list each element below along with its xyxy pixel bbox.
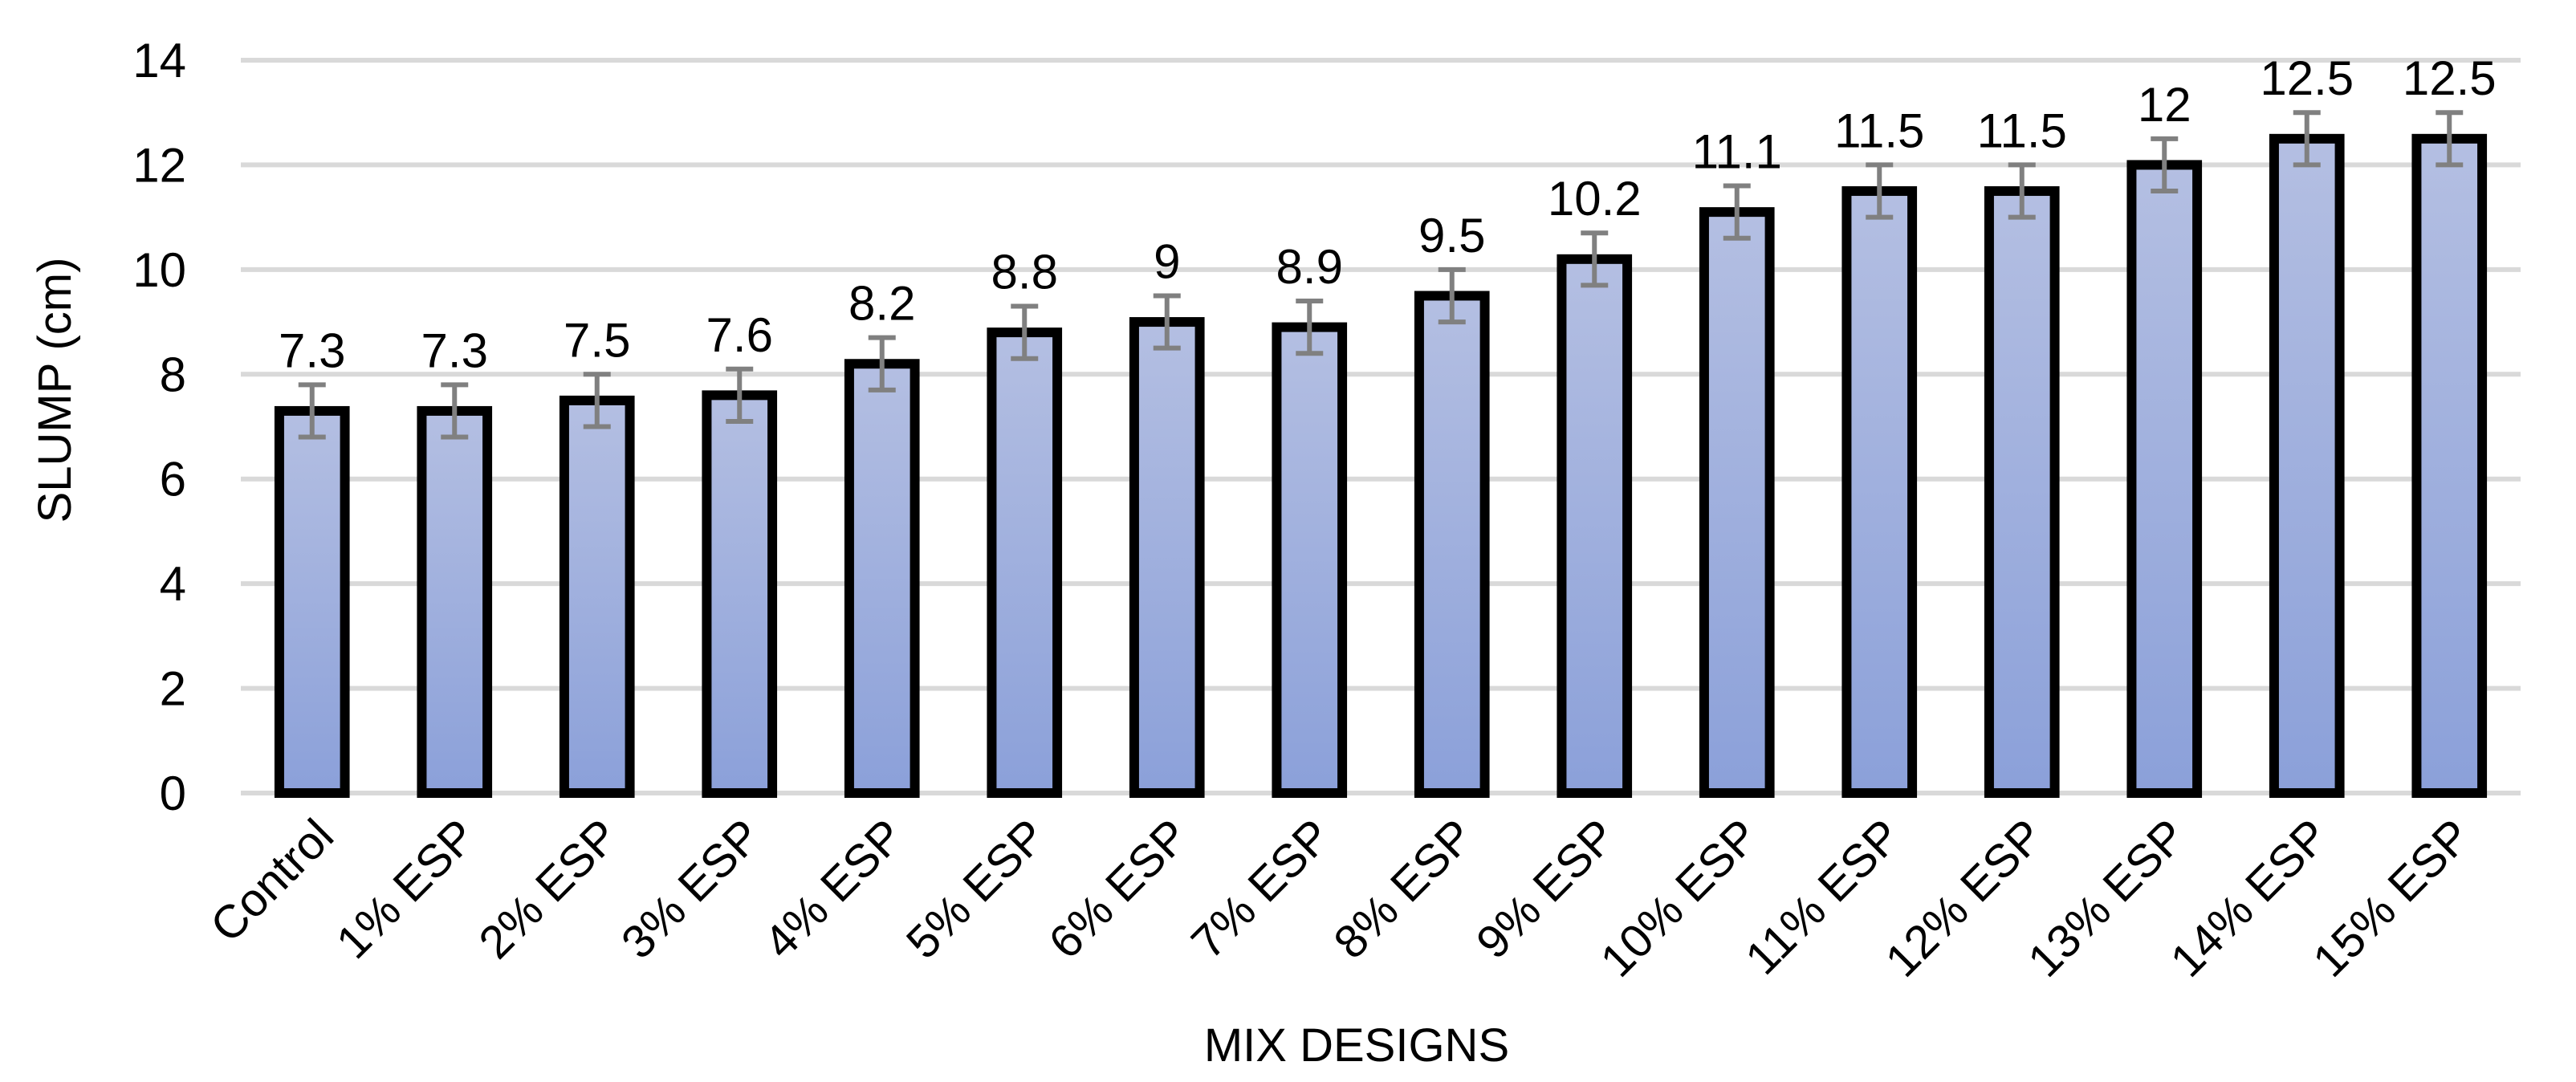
error-bar xyxy=(1011,303,1039,361)
category-label: 4% ESP xyxy=(754,809,914,969)
error-bar xyxy=(726,366,754,424)
error-bar xyxy=(583,372,611,429)
y-tick-label: 6 xyxy=(160,453,186,506)
bar xyxy=(844,359,920,798)
error-bar xyxy=(868,335,896,393)
error-bar xyxy=(1723,183,1751,241)
error-bar xyxy=(2293,110,2321,168)
data-label: 8.2 xyxy=(848,277,915,331)
data-label: 8.8 xyxy=(991,246,1058,299)
bar xyxy=(987,327,1063,799)
category-label: Control xyxy=(201,809,344,952)
data-label: 10.2 xyxy=(1548,172,1642,226)
error-bar xyxy=(1296,298,1324,356)
bars xyxy=(274,133,2488,799)
category-label: 1% ESP xyxy=(327,809,486,969)
data-label: 9.5 xyxy=(1418,209,1485,262)
error-bar xyxy=(298,382,326,440)
y-tick-label: 14 xyxy=(132,34,186,87)
bar xyxy=(1129,317,1205,799)
data-label: 11.1 xyxy=(1692,125,1782,179)
error-bar xyxy=(1581,230,1609,288)
error-bar xyxy=(2151,136,2179,194)
y-tick-label: 12 xyxy=(132,138,186,192)
category-label: 2% ESP xyxy=(469,809,629,969)
data-labels: 7.3 7.3 7.5 7.6 8.2 8.8 9 8.9 9.5 10.2 11.1 11.5 11.… xyxy=(279,51,2497,377)
category-label: 6% ESP xyxy=(1039,809,1198,969)
bar xyxy=(2126,160,2203,798)
error-bar xyxy=(441,382,469,440)
error-bars xyxy=(298,110,2464,440)
data-label: 7.6 xyxy=(706,308,773,362)
bar xyxy=(2269,133,2345,799)
data-label: 9 xyxy=(1154,234,1180,288)
y-axis-ticks: 0 2 4 6 8 10 12 14 xyxy=(132,34,186,820)
error-bar xyxy=(1438,266,1466,325)
error-bar xyxy=(2436,110,2464,168)
data-label: 11.5 xyxy=(1977,104,2067,157)
bar xyxy=(1272,322,1348,799)
error-bar xyxy=(1866,162,1894,220)
bar xyxy=(559,395,635,798)
category-label: 14% ESP xyxy=(2160,809,2338,987)
bar xyxy=(417,405,493,798)
bar xyxy=(1557,254,1633,799)
category-label: 12% ESP xyxy=(1875,809,2053,987)
bar xyxy=(1414,291,1490,798)
data-label: 7.5 xyxy=(564,313,630,367)
y-tick-label: 4 xyxy=(160,557,186,611)
data-label: 12.5 xyxy=(2260,51,2354,105)
y-tick-label: 0 xyxy=(160,767,186,820)
data-label: 7.3 xyxy=(279,323,345,377)
y-axis-title: SLUMP (cm) xyxy=(29,258,81,523)
category-label: 7% ESP xyxy=(1182,809,1341,969)
x-axis-title: MIX DESIGNS xyxy=(1204,1019,1509,1072)
error-bar xyxy=(1153,293,1181,351)
data-label: 12 xyxy=(2138,78,2191,132)
y-tick-label: 8 xyxy=(160,348,186,401)
category-label: 13% ESP xyxy=(2018,809,2196,987)
category-label: 5% ESP xyxy=(897,809,1056,969)
bar xyxy=(1984,186,2060,799)
category-label: 15% ESP xyxy=(2303,809,2481,987)
y-tick-label: 2 xyxy=(160,662,186,716)
bar xyxy=(274,405,350,798)
y-tick-label: 10 xyxy=(132,243,186,297)
bar xyxy=(1841,186,1918,799)
bar xyxy=(2411,133,2488,799)
category-label: 8% ESP xyxy=(1324,809,1483,969)
bar xyxy=(702,390,778,798)
category-label: 10% ESP xyxy=(1590,809,1768,987)
data-label: 7.3 xyxy=(421,323,488,377)
data-label: 12.5 xyxy=(2403,51,2497,105)
data-label: 11.5 xyxy=(1834,104,1924,157)
category-label: 3% ESP xyxy=(612,809,771,969)
data-label: 8.9 xyxy=(1276,240,1343,294)
bar xyxy=(1699,207,1775,799)
error-bar xyxy=(2008,162,2036,220)
